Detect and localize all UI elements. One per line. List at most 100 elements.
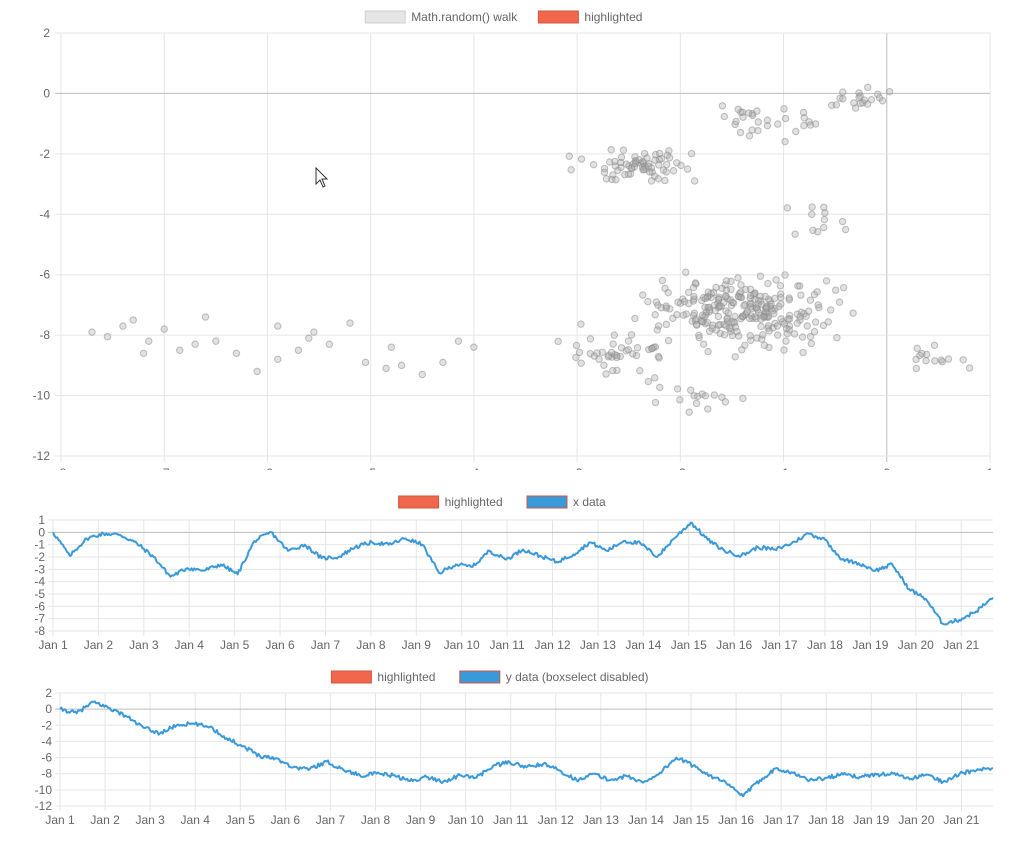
scatter-point [721,398,730,406]
scatter-point [567,166,575,174]
scatter-point [714,295,723,303]
scatter-point [722,292,730,300]
scatter-point [664,336,673,345]
scatter-point [593,349,601,357]
legend-item-0[interactable]: Math.random() walk [364,10,518,24]
scatter-point [780,105,788,113]
scatter-point [841,225,850,234]
scatter-point [811,120,820,128]
scatter-point [679,311,688,319]
scatter-point [577,155,586,163]
legend-item-0[interactable]: highlighted [398,495,503,509]
legend-item-1[interactable]: x data [526,495,606,509]
scatter-point [607,146,615,154]
scatter-point [685,408,693,416]
scatter-point [800,121,808,130]
scatter-point [656,383,664,392]
scatter-point [798,333,807,341]
scatter-point [777,300,785,308]
y-tick-label: -8 [34,624,45,638]
scatter-point [723,315,731,323]
scatter-point [724,309,733,317]
scatter-point [759,331,767,339]
scatter-point [714,321,723,329]
x-tick-label: Jan 1 [45,813,75,827]
scatter-point [771,294,779,303]
scatter-point [777,293,785,302]
y-tick-label: 0 [45,702,52,716]
scatter-point [665,147,673,155]
scatter-point [763,116,772,124]
scatter-point [783,204,792,212]
scatter-point [806,333,815,341]
scatter-point [661,284,669,292]
scatter-point [176,346,184,354]
scatter-point [762,303,770,311]
x-tick-label: Jan 18 [808,813,844,827]
scatter-point [661,176,669,185]
scatter-point [129,316,137,324]
scatter-point [609,366,617,375]
scatter-point [864,83,872,92]
x-tick-label: -7 [159,466,170,470]
scatter-point [274,355,282,364]
scatter-point [863,100,872,108]
y-tick-label: -5 [34,587,45,601]
scatter-point [718,102,727,110]
scatter-point [607,348,616,357]
scatter-point [757,322,765,331]
scatter-point [708,324,716,332]
series-line [59,700,994,798]
legend-item-0[interactable]: highlighted [330,670,435,684]
legend-item-1[interactable]: y data (boxselect disabled) [459,670,649,684]
scatter-point [687,386,695,394]
scatter-point [274,322,282,330]
scatter-point [913,344,921,353]
scatter-point [714,312,723,321]
y-data-line-chart[interactable]: highlighted y data (boxselect disabled) Ja… [0,665,1032,841]
x-tick-label: 0 [883,466,890,470]
scatter-point [710,391,719,399]
scatter-point [652,298,661,306]
scatter-point [554,337,562,346]
scatter-point [690,392,698,400]
scatter-point [720,320,728,329]
x-tick-label: Jan 4 [175,638,205,652]
legend-swatch [459,670,501,684]
scatter-point [325,340,334,348]
x-data-chart-svg[interactable]: highlighted x data Jan 1 Jan 2 Jan 3 Jan 4 Jan… [0,490,1032,660]
scatter-point [577,320,585,328]
scatter-point [737,314,745,323]
scatter-chart-svg[interactable]: Math.random() walk highlighted -8 -7 -6 -5 -4 -… [0,0,1032,480]
scatter-point [305,334,313,342]
scatter-point [785,326,793,334]
scatter-point [761,292,769,301]
scatter-point [602,175,611,183]
legend-item-1[interactable]: highlighted [537,10,642,24]
scatter-point [930,341,939,350]
scatter-point [700,340,708,348]
scatter-point [88,328,96,336]
y-data-chart-svg[interactable]: highlighted y data (boxselect disabled) Ja… [0,665,1032,841]
scatter-point [839,88,847,96]
scatter-point [885,87,894,96]
scatter-point [737,281,745,289]
scatter-chart[interactable]: Math.random() walk highlighted -8 -7 -6 -5 -4 -… [0,0,1032,480]
legend-swatch [398,495,440,509]
scatter-point [782,337,790,345]
x-tick-label: Jan 6 [265,638,295,652]
scatter-point [139,349,148,357]
x-tick-label: Jan 18 [807,638,843,652]
scatter-point [609,340,617,348]
scatter-point [605,158,614,166]
x-tick-label: Jan 20 [898,638,934,652]
y-tick-label: -10 [33,389,51,403]
legend-label: Math.random() walk [411,10,518,24]
x-tick-label: Jan 12 [535,638,571,652]
x-data-line-chart[interactable]: highlighted x data Jan 1 Jan 2 Jan 3 Jan 4 Jan… [0,490,1032,660]
scatter-point [103,332,112,341]
scatter-point [832,101,841,109]
scatter-point [833,334,841,342]
scatter-point [602,370,610,378]
scatter-point [191,340,199,348]
